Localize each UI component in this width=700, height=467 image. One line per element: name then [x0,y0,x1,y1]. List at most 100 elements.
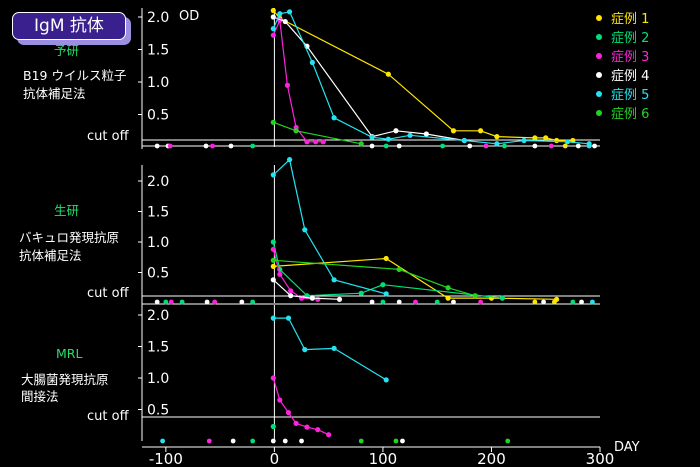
panel1-data-point [385,71,391,77]
panel2-series-line [273,259,476,297]
panel1-data-point [423,131,429,137]
panel1-below-cutoff-point [383,143,389,149]
legend-marker [596,110,602,116]
legend-marker [596,34,602,40]
panel2-data-point [277,271,283,277]
panel2-y-tick-label: 1.5 [147,205,169,221]
panel2-data-point [380,282,386,288]
panel1-data-point [309,59,315,66]
legend-label: 症例 6 [611,107,650,122]
legend-label: 症例 1 [611,12,650,27]
panel2-data-point [472,293,478,299]
panel2-series-line [272,279,340,300]
panel3-method-line2: 間接法 [21,389,59,404]
panel1-below-cutoff-point [210,143,215,149]
panel1-data-point [494,141,500,147]
panel2-data-point [315,296,321,302]
panel3-data-point [315,427,321,433]
panel1-data-point [293,128,299,134]
panel1-data-point [543,135,549,141]
panel1-data-point [270,14,276,20]
panel1-below-cutoff-point [548,143,554,149]
panel3-series-line [273,317,387,381]
panel1-below-cutoff-point [592,143,597,149]
panel1-below-cutoff-point [562,143,568,149]
legend-item: 症例 5 [596,88,649,103]
panel1-data-point [521,137,527,144]
panel1-data-point [532,135,538,141]
panel2-data-point [270,239,276,245]
panel1-data-point [282,18,288,25]
panel2-data-point [445,295,451,301]
panel3-cutoff-label: cut off [87,409,130,424]
panel2-data-point [288,288,294,294]
panel1-series-line [272,11,590,145]
legend-label: 症例 5 [611,88,650,103]
panel2-data-point [270,277,276,283]
legend-label: 症例 2 [611,31,650,46]
panel3-data-point [270,423,276,430]
x-tick-label: 0 [270,450,280,467]
x-axis-label: DAY [614,440,640,455]
panel1-data-point [304,139,310,145]
panel3-data-point [270,375,276,381]
legend-item: 症例 2 [596,31,649,46]
panel2-below-cutoff-point [380,299,386,305]
panel2-data-point [383,255,389,262]
legend-marker [596,15,602,21]
panel3-institute-label: MRL [56,346,83,361]
panel2-data-point [270,172,276,178]
panel3-below-cutoff-point [393,438,399,444]
panel3-below-cutoff-point [160,438,165,444]
panel2-below-cutoff-point [212,299,218,305]
panel3-y-tick-label: 1.5 [147,340,169,356]
panel1-below-cutoff-point [502,143,507,149]
x-tick-label: 200 [477,450,506,467]
panel1-below-cutoff-point [203,143,209,149]
panel2-below-cutoff-point [552,299,557,305]
panel1-data-point [313,139,319,145]
panel2-y-tick-label: 2.0 [147,174,169,190]
panel3-data-point [285,315,292,321]
panel2-below-cutoff-point [451,299,456,305]
panel2-data-point [396,266,402,273]
panel2-series-line [272,241,503,299]
panel1-y-tick-label: 1.0 [147,75,169,91]
panel3-data-point [270,315,276,321]
panel2-data-point [270,263,276,269]
panel1-method-line2: 抗体補足法 [23,86,86,101]
panel2-below-cutoff-point [590,299,595,305]
panel3-data-point [383,377,389,383]
panel2-below-cutoff-point [250,299,256,305]
panel3-y-tick-label: 1.0 [147,371,169,387]
legend-label: 症例 3 [611,50,650,65]
panel1-series-line [272,10,573,142]
panel1-below-cutoff-point [467,143,473,149]
panel3-data-point [331,345,337,351]
panel1-below-cutoff-point [228,143,234,149]
panel2-y-tick-label: 0.5 [147,266,169,282]
panel1-data-point [270,119,276,125]
panel2-method-line1: バキュロ発現抗原 [19,230,120,245]
panel1-data-point [270,7,276,14]
legend-item: 症例 1 [596,12,649,27]
panel2-below-cutoff-point [168,299,174,305]
panel1-y-tick-label: 0.5 [147,108,169,124]
panel1-data-point [277,11,283,17]
panel2-below-cutoff-point [570,299,576,305]
panel1-below-cutoff-point [575,143,581,149]
legend-marker [596,72,602,78]
panel3-data-point [293,420,299,426]
panel1-data-point [553,137,560,144]
panel2-data-point [383,291,389,297]
panel1-data-point [450,128,457,134]
panel2-below-cutoff-point [179,299,185,305]
panel2-below-cutoff-point [204,299,210,305]
panel1-below-cutoff-point [250,143,256,149]
panel2-data-point [445,285,451,291]
legend-item: 症例 6 [596,107,649,122]
panel3-data-point [302,347,308,353]
panel1-y-tick-label: 1.5 [147,43,169,59]
panel1-below-cutoff-point [586,143,592,149]
